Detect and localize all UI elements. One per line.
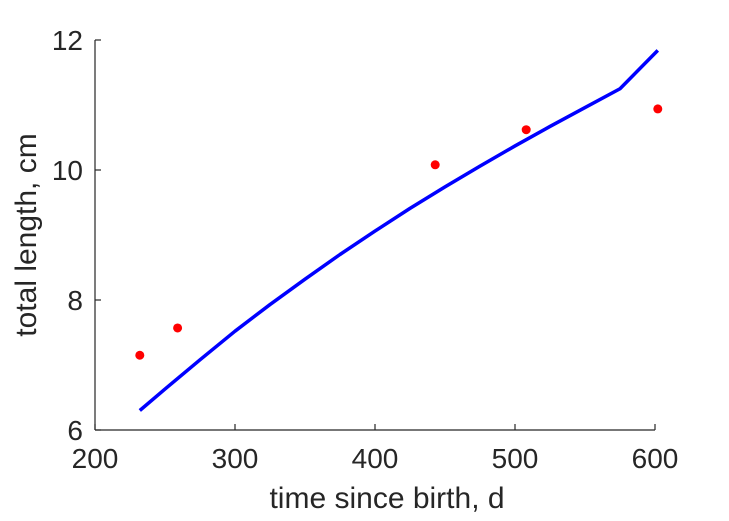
plot-area [135,49,663,412]
data-point [521,125,531,135]
axes [94,40,655,431]
y-tick-label: 10 [52,155,83,186]
x-tick-label: 400 [352,443,399,474]
y-tick-label: 6 [67,415,83,446]
y-tick-label: 12 [52,25,83,56]
data-point [173,323,183,333]
fit-curve [138,49,660,412]
data-point [135,350,145,360]
x-axis-label: time since birth, d [269,482,504,515]
x-ticks: 200 300 400 500 600 [72,424,679,474]
x-tick-label: 300 [212,443,259,474]
x-tick-label: 600 [632,443,679,474]
x-tick-label: 200 [72,443,119,474]
data-point [653,104,663,114]
x-tick-label: 500 [492,443,539,474]
y-tick-label: 8 [67,285,83,316]
y-ticks: 6 8 10 12 [52,25,101,446]
y-axis-label: total length, cm [10,133,43,336]
data-point [430,160,440,170]
